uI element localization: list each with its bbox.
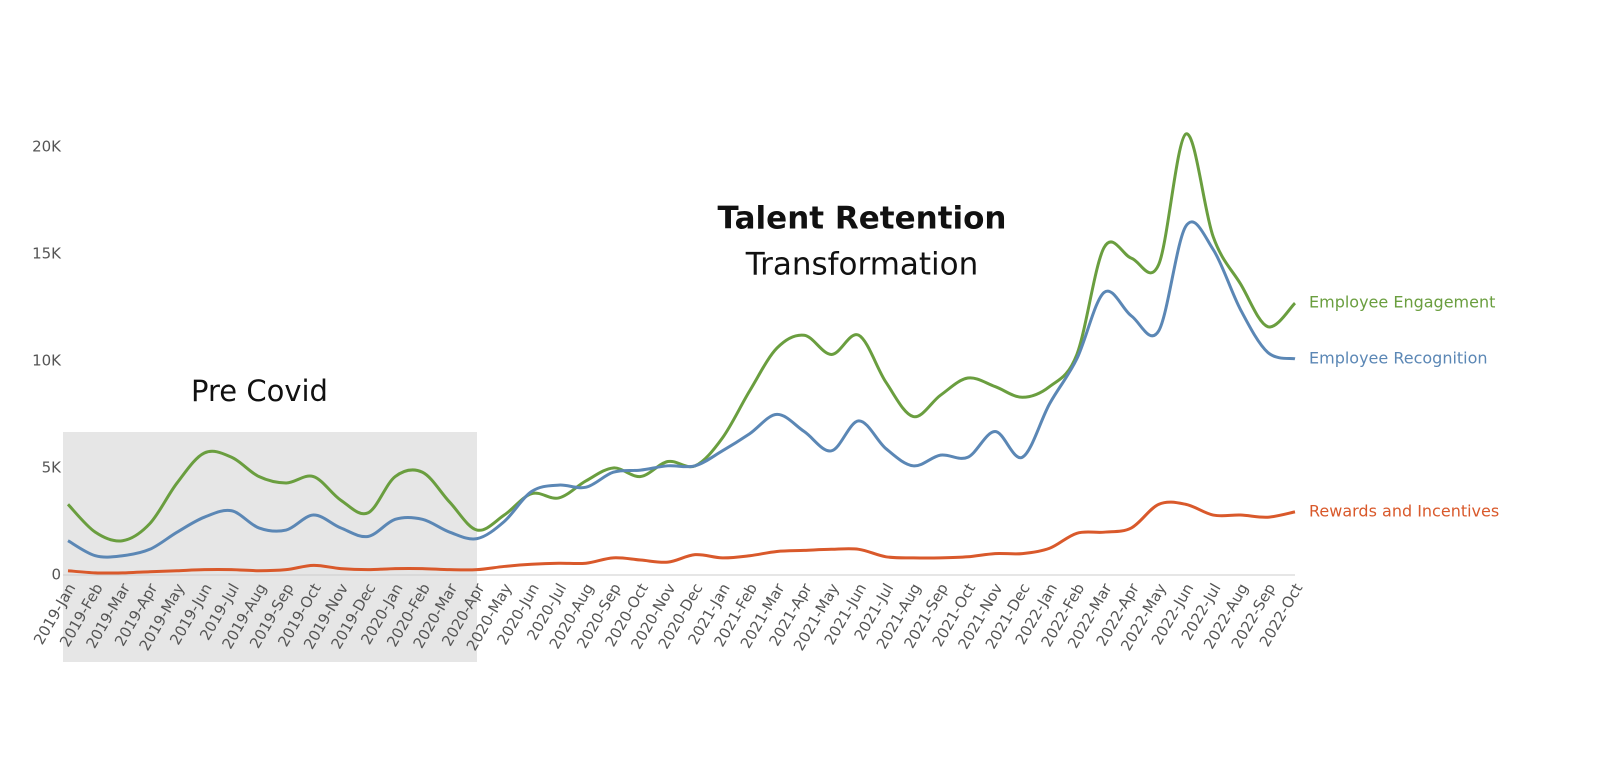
- y-tick-label: 15K: [32, 244, 62, 262]
- line: [67, 220, 1296, 559]
- chart-subtitle: Transformation: [745, 247, 979, 283]
- y-tick-label: 5K: [42, 458, 63, 476]
- y-tick-label: 0: [51, 566, 61, 584]
- chart-title: Talent Retention: [717, 201, 1006, 237]
- legend-label: Rewards and Incentives: [1309, 501, 1499, 520]
- line: [67, 500, 1296, 575]
- y-tick-label: 10K: [32, 351, 62, 369]
- annotation-label: Pre Covid: [191, 374, 328, 408]
- y-tick-label: 20K: [32, 137, 62, 155]
- legend-label: Employee Engagement: [1309, 293, 1495, 312]
- legend-label: Employee Recognition: [1309, 348, 1488, 367]
